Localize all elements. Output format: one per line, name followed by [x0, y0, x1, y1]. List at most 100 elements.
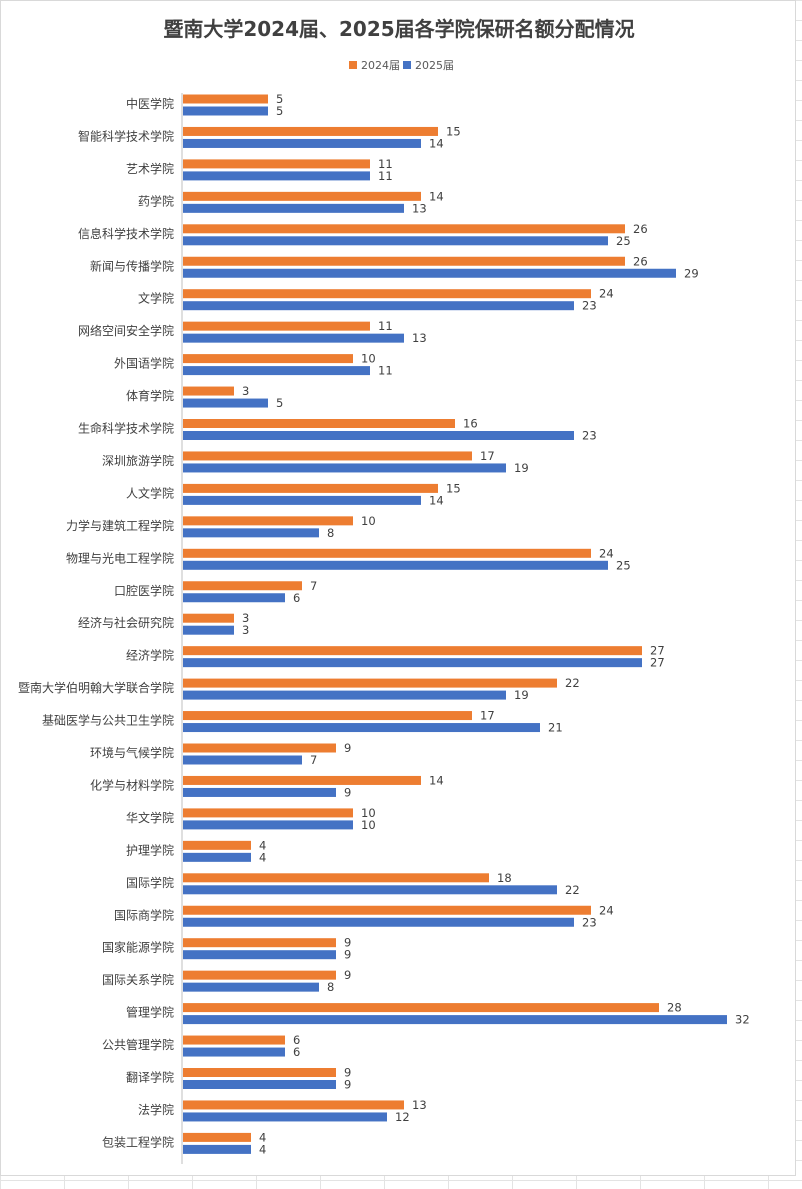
data-label: 9 — [344, 1066, 351, 1080]
data-label: 3 — [242, 611, 249, 625]
category-label: 力学与建筑工程学院 — [66, 518, 174, 533]
bar-2024 — [183, 1003, 659, 1013]
data-label: 32 — [735, 1013, 750, 1027]
data-label: 14 — [429, 773, 444, 787]
data-label: 10 — [361, 806, 376, 820]
bar-2025 — [183, 333, 404, 343]
category-label: 信息科学技术学院 — [78, 226, 174, 241]
data-label: 24 — [599, 546, 614, 560]
category-label: 新闻与传播学院 — [90, 258, 174, 273]
category-label: 人文学院 — [126, 485, 174, 500]
bar-2024 — [183, 94, 268, 104]
data-label: 25 — [616, 234, 631, 248]
data-label: 26 — [633, 254, 648, 268]
data-label: 5 — [276, 396, 283, 410]
category-label: 国际学院 — [126, 875, 174, 890]
data-label: 15 — [446, 481, 461, 495]
bar-2025 — [183, 1112, 387, 1122]
data-label: 13 — [412, 1098, 427, 1112]
bar-2024 — [183, 126, 438, 136]
bar-2024 — [183, 613, 234, 623]
bar-2024 — [183, 159, 370, 169]
category-label: 管理学院 — [126, 1005, 174, 1020]
data-label: 3 — [242, 623, 249, 637]
bar-2025 — [183, 1015, 727, 1025]
data-label: 9 — [344, 948, 351, 962]
data-label: 23 — [582, 429, 597, 443]
data-label: 14 — [429, 136, 444, 150]
bar-2025 — [183, 138, 421, 148]
data-label: 6 — [293, 1033, 300, 1047]
bar-2025 — [183, 755, 302, 765]
data-label: 26 — [633, 222, 648, 236]
data-label: 9 — [344, 968, 351, 982]
bar-2024 — [183, 711, 472, 721]
bar-2025 — [183, 690, 506, 700]
category-label: 智能科学技术学院 — [78, 128, 174, 143]
data-label: 16 — [463, 417, 478, 431]
data-label: 18 — [497, 871, 512, 885]
bar-2025 — [183, 301, 574, 311]
category-label: 生命科学技术学院 — [78, 421, 174, 436]
bar-2024 — [183, 581, 302, 591]
category-label: 经济学院 — [126, 648, 174, 663]
data-label: 9 — [344, 936, 351, 950]
category-label: 环境与气候学院 — [90, 745, 174, 760]
category-label: 暨南大学伯明翰大学联合学院 — [18, 680, 174, 695]
bar-2025 — [183, 236, 608, 246]
bar-2024 — [183, 224, 625, 234]
data-label: 9 — [344, 741, 351, 755]
bar-2024 — [183, 419, 455, 428]
category-label: 护理学院 — [126, 842, 174, 857]
category-label: 华文学院 — [126, 810, 174, 825]
category-label: 公共管理学院 — [102, 1037, 174, 1052]
category-label: 化学与材料学院 — [90, 777, 174, 792]
data-label: 14 — [429, 189, 444, 203]
bar-2024 — [183, 840, 251, 850]
data-label: 11 — [378, 157, 393, 171]
bar-2024 — [183, 516, 353, 526]
bar-2025 — [183, 658, 642, 668]
bar-2024 — [183, 905, 591, 915]
category-label: 国际关系学院 — [102, 972, 174, 987]
bar-2024 — [183, 1068, 336, 1077]
data-label: 6 — [293, 591, 300, 605]
category-label: 体育学院 — [126, 388, 174, 403]
data-label: 6 — [293, 1045, 300, 1059]
bar-2024 — [183, 873, 489, 883]
bar-2025 — [183, 820, 353, 830]
data-label: 4 — [259, 1130, 266, 1144]
category-label: 翻译学院 — [126, 1070, 174, 1085]
category-label: 深圳旅游学院 — [102, 453, 174, 468]
bar-2025 — [183, 106, 268, 116]
data-label: 22 — [565, 676, 580, 690]
bar-2025 — [183, 723, 540, 733]
category-label: 经济与社会研究院 — [78, 615, 174, 630]
bar-2025 — [183, 1047, 285, 1057]
bar-2024 — [183, 938, 336, 948]
data-label: 28 — [667, 1001, 682, 1015]
data-label: 23 — [582, 299, 597, 313]
category-label: 包装工程学院 — [102, 1134, 174, 1149]
data-label: 19 — [514, 688, 529, 702]
data-label: 25 — [616, 558, 631, 572]
bar-2024 — [183, 808, 353, 818]
bar-2025 — [183, 1144, 251, 1154]
bar-2024 — [183, 289, 591, 299]
category-label: 外国语学院 — [114, 356, 174, 371]
bar-2024 — [183, 451, 472, 461]
data-label: 5 — [276, 92, 283, 106]
legend-swatch-2025 — [403, 61, 411, 69]
chart-title: 暨南大学2024届、2025届各学院保研名额分配情况 — [163, 17, 634, 41]
data-label: 13 — [412, 201, 427, 215]
data-label: 29 — [684, 266, 699, 280]
category-label: 药学院 — [138, 193, 174, 208]
bar-2025 — [183, 268, 676, 278]
legend-label-2025: 2025届 — [415, 59, 454, 72]
data-label: 4 — [259, 838, 266, 852]
bar-2024 — [183, 1035, 285, 1045]
bar-2025 — [183, 463, 506, 473]
bar-2024 — [183, 775, 421, 785]
